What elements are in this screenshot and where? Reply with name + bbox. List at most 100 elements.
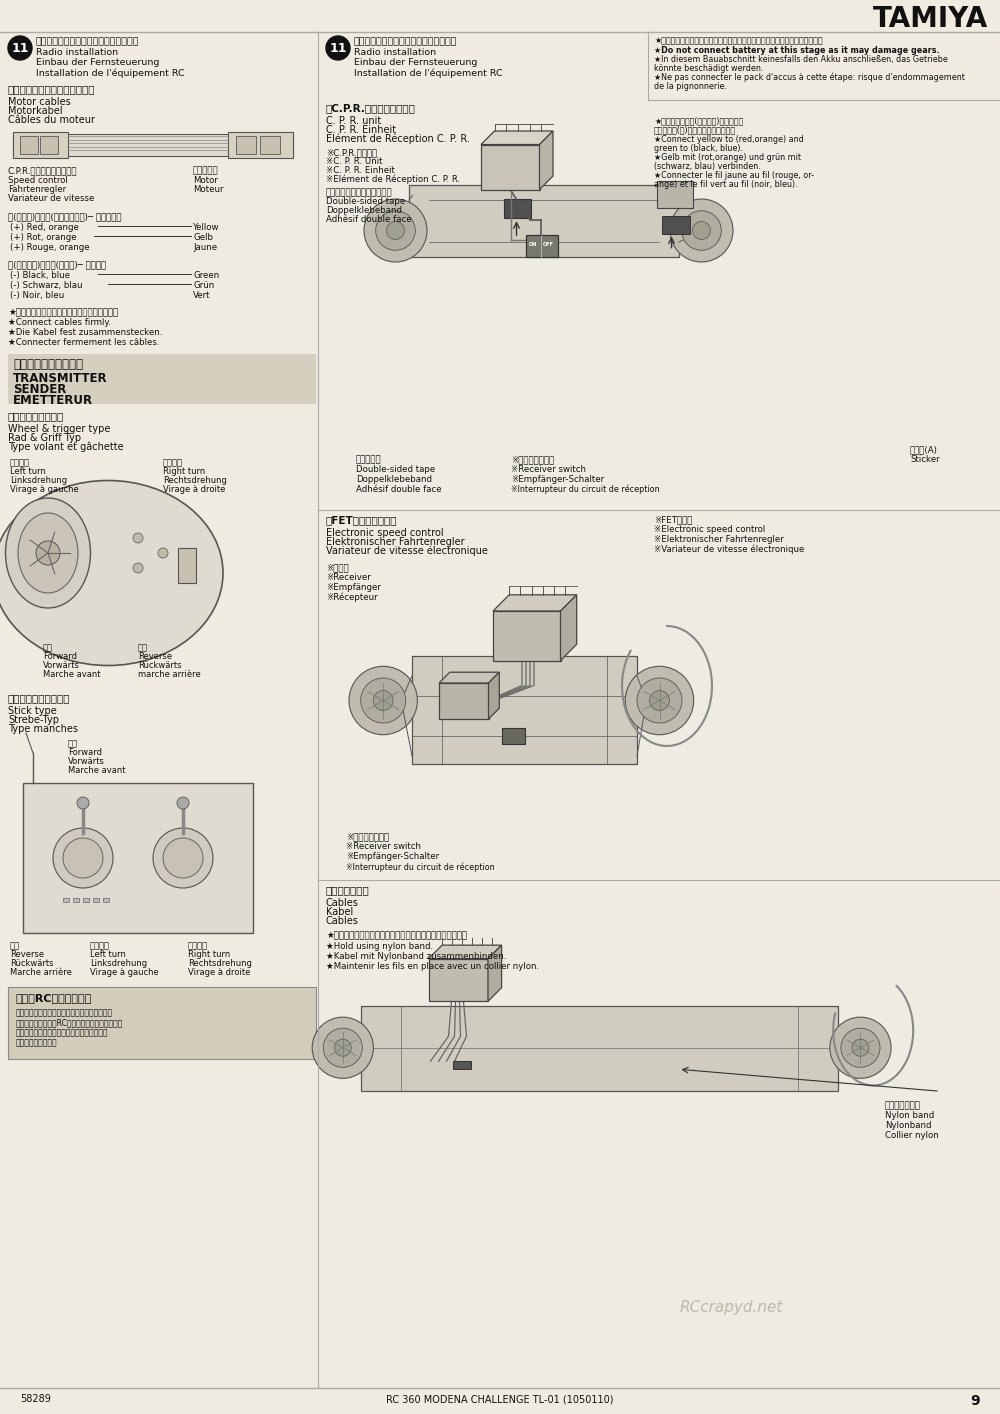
Polygon shape: [540, 132, 553, 189]
Text: ★Gelb mit (rot,orange) und grün mit: ★Gelb mit (rot,orange) und grün mit: [654, 153, 801, 163]
Text: Jaune: Jaune: [193, 243, 217, 252]
Circle shape: [77, 797, 89, 809]
Text: Speed control: Speed control: [8, 175, 68, 185]
Text: Doppelklebeband: Doppelklebeband: [326, 206, 402, 215]
Circle shape: [841, 1028, 880, 1068]
Text: 58289: 58289: [20, 1394, 51, 1404]
Text: －(マイナス)コード(黒、青)─ 緑コード: －(マイナス)コード(黒、青)─ 緑コード: [8, 260, 106, 269]
Text: Left turn: Left turn: [90, 950, 126, 959]
Bar: [318, 148, 1000, 510]
Text: モーター側: モーター側: [193, 165, 219, 175]
Text: Variateur de vitesse électronique: Variateur de vitesse électronique: [326, 546, 488, 557]
Text: Reverse: Reverse: [138, 652, 172, 660]
Text: ※Elément de Réception C. P. R.: ※Elément de Réception C. P. R.: [326, 175, 460, 184]
Text: Cables: Cables: [326, 916, 359, 926]
Polygon shape: [481, 132, 553, 144]
Circle shape: [349, 666, 417, 735]
Text: マーク(A): マーク(A): [910, 445, 938, 454]
Ellipse shape: [6, 498, 90, 608]
Circle shape: [364, 199, 427, 262]
Circle shape: [153, 829, 213, 888]
Text: Radio installation: Radio installation: [354, 48, 436, 57]
Text: Virage à droite: Virage à droite: [188, 969, 250, 977]
Text: C. P. R. unit: C. P. R. unit: [326, 116, 381, 126]
Circle shape: [158, 549, 168, 559]
Circle shape: [650, 690, 669, 710]
Bar: [481, 144, 540, 189]
Text: OFF: OFF: [543, 242, 554, 247]
Bar: [236, 136, 256, 154]
Circle shape: [334, 1039, 351, 1056]
Circle shape: [373, 690, 393, 710]
Bar: [428, 959, 488, 1001]
Text: ★Maintenir les fils en place avec un collier nylon.: ★Maintenir les fils en place avec un col…: [326, 962, 539, 971]
Bar: [452, 1062, 471, 1069]
Text: Rückwärts: Rückwärts: [138, 660, 182, 670]
Text: ★Kabel mit Nylonband zusammenbinden.: ★Kabel mit Nylonband zusammenbinden.: [326, 952, 506, 962]
Text: Virage à gauche: Virage à gauche: [10, 485, 79, 493]
Text: ange) et le fil vert au fil (noir, bleu).: ange) et le fil vert au fil (noir, bleu)…: [654, 180, 798, 189]
Text: marche arrière: marche arrière: [138, 670, 201, 679]
Text: (-) Noir, bleu: (-) Noir, bleu: [10, 291, 64, 300]
Bar: [318, 609, 1000, 880]
Ellipse shape: [18, 513, 78, 592]
Bar: [63, 898, 69, 902]
Circle shape: [670, 199, 733, 262]
Text: 《配線コード》: 《配線コード》: [326, 885, 370, 895]
Text: (+) Red, orange: (+) Red, orange: [10, 223, 79, 232]
Text: Strebe-Typ: Strebe-Typ: [8, 715, 59, 725]
Text: ※受信機: ※受信機: [326, 563, 349, 573]
Text: ★Connect cables firmly.: ★Connect cables firmly.: [8, 318, 111, 327]
Bar: [260, 136, 280, 154]
Text: ナイロンバンド: ナイロンバンド: [885, 1102, 921, 1110]
Text: Moteur: Moteur: [193, 185, 224, 194]
Text: Marche avant: Marche avant: [68, 766, 126, 775]
Text: ★Die Kabel fest zusammenstecken.: ★Die Kabel fest zusammenstecken.: [8, 328, 162, 337]
Text: ※Variateur de vitesse électronique: ※Variateur de vitesse électronique: [654, 544, 804, 554]
Polygon shape: [488, 945, 502, 1001]
Text: Installation de l'équipement RC: Installation de l'équipement RC: [36, 68, 185, 78]
Circle shape: [386, 222, 404, 239]
Bar: [493, 611, 560, 660]
Text: Right turn: Right turn: [188, 950, 230, 959]
Bar: [656, 181, 692, 208]
Text: C. P. R. Einheit: C. P. R. Einheit: [326, 124, 396, 134]
Bar: [8, 354, 316, 404]
Text: green to (black, blue).: green to (black, blue).: [654, 144, 743, 153]
Text: Variateur de vitesse: Variateur de vitesse: [8, 194, 94, 204]
Text: ※Empfänger-Schalter: ※Empfänger-Schalter: [346, 853, 439, 861]
Text: Forward: Forward: [68, 748, 102, 756]
Polygon shape: [428, 945, 502, 959]
Text: コードと黒(青)コードをつなぎます。: コードと黒(青)コードをつなぎます。: [654, 124, 736, 134]
Text: Left turn: Left turn: [10, 467, 46, 477]
Text: 《FETアンプ搭載例》: 《FETアンプ搭載例》: [326, 515, 398, 525]
Text: Linksdrehung: Linksdrehung: [90, 959, 147, 969]
Text: Adhésif double face: Adhésif double face: [356, 485, 442, 493]
Text: TRANSMITTER: TRANSMITTER: [13, 372, 108, 385]
Text: 11: 11: [329, 41, 347, 55]
Polygon shape: [493, 595, 577, 611]
Bar: [40, 136, 58, 154]
Text: Rad & Griff Typ: Rad & Griff Typ: [8, 433, 81, 443]
Circle shape: [8, 35, 32, 59]
Text: Double-sided tape: Double-sided tape: [326, 197, 405, 206]
Text: ※受信機スイッチ: ※受信機スイッチ: [346, 831, 389, 841]
Text: ※Receiver switch: ※Receiver switch: [511, 465, 586, 474]
Circle shape: [376, 211, 415, 250]
Text: Marche arrière: Marche arrière: [10, 969, 72, 977]
Text: Elektronischer Fahrtenregler: Elektronischer Fahrtenregler: [326, 537, 465, 547]
Text: Rechtsdrehung: Rechtsdrehung: [163, 477, 227, 485]
Text: 左カーブ: 左カーブ: [10, 458, 30, 467]
Text: TAMIYA: TAMIYA: [873, 6, 988, 33]
Bar: [103, 898, 109, 902]
Text: 後退: 後退: [138, 643, 148, 652]
Text: Virage à droite: Virage à droite: [163, 485, 225, 493]
Text: Motor: Motor: [193, 175, 218, 185]
Text: Type manches: Type manches: [8, 724, 78, 734]
Circle shape: [53, 829, 113, 888]
Text: ※Empfänger-Schalter: ※Empfänger-Schalter: [511, 475, 604, 484]
Text: 《ラジオコントロールメカのとりつけ》: 《ラジオコントロールメカのとりつけ》: [354, 37, 458, 47]
Text: ※Elektronischer Fahrtenregler: ※Elektronischer Fahrtenregler: [654, 534, 784, 544]
Bar: [93, 898, 99, 902]
Text: 《C.P.R.ユニットの搭載》: 《C.P.R.ユニットの搭載》: [326, 103, 416, 113]
